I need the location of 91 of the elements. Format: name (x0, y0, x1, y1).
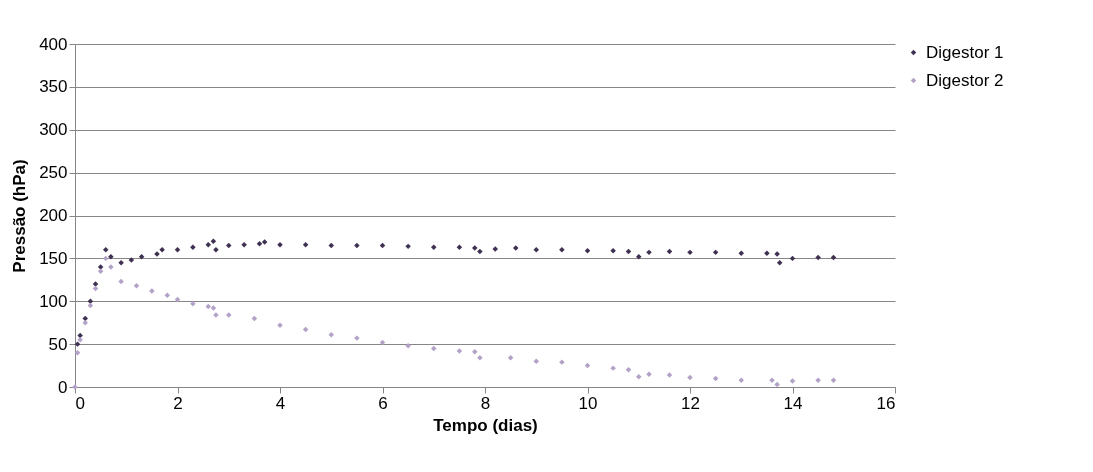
legend-label: Digestor 1 (926, 42, 1004, 62)
point (205, 303, 211, 310)
point (472, 349, 478, 355)
x-tick-label: 2 (173, 393, 183, 413)
y-tick-label: 150 (39, 248, 68, 268)
point (456, 244, 463, 250)
point (77, 332, 83, 339)
point (82, 315, 88, 322)
point (138, 253, 145, 260)
point (97, 264, 104, 270)
point (687, 374, 693, 381)
point (513, 245, 519, 251)
point (610, 247, 616, 254)
point (559, 247, 565, 253)
y-tick-label: 0 (58, 377, 68, 397)
point (74, 341, 81, 347)
x-tick-label: 12 (681, 393, 700, 413)
point (712, 249, 719, 256)
y-tick-label: 300 (39, 120, 68, 140)
point (477, 248, 483, 255)
point (456, 348, 463, 354)
point (533, 247, 539, 253)
point (133, 283, 140, 289)
point (328, 331, 334, 338)
point (625, 367, 632, 373)
point (256, 241, 263, 247)
y-tick-label: 200 (39, 206, 68, 225)
point (159, 247, 165, 253)
point (77, 337, 83, 343)
legend-label: Digestor 2 (926, 70, 1004, 90)
point (210, 238, 217, 244)
point (738, 377, 744, 383)
point (764, 250, 770, 256)
point (97, 268, 104, 274)
point (738, 250, 744, 256)
y-axis-title: Pressão (hPa) (10, 159, 30, 273)
point (118, 259, 124, 266)
point (830, 377, 837, 383)
point (226, 312, 232, 318)
point (477, 355, 483, 361)
point (128, 257, 135, 263)
point (302, 241, 309, 248)
point (164, 292, 170, 298)
point (789, 378, 796, 384)
point (507, 355, 514, 361)
point (103, 247, 109, 253)
point (774, 381, 780, 388)
point (354, 242, 360, 249)
point (405, 343, 411, 349)
point (205, 241, 211, 248)
x-axis-title: Tempo (dias) (433, 415, 538, 435)
point (431, 345, 437, 352)
point (472, 245, 478, 251)
point (666, 372, 673, 378)
y-tick-label: 400 (39, 34, 68, 54)
point (87, 298, 94, 304)
point (636, 253, 642, 260)
x-tick-label: 6 (378, 393, 388, 413)
x-tick-label: 10 (578, 393, 598, 413)
x-tick-label: 4 (275, 393, 286, 413)
point (646, 249, 652, 256)
x-tick-label: 8 (480, 393, 491, 413)
point (687, 249, 693, 256)
point (118, 278, 124, 285)
x-tick-label: 0 (75, 393, 85, 413)
point (108, 253, 114, 260)
point (92, 281, 99, 287)
y-tick-label: 350 (39, 77, 68, 97)
x-tick-label: 14 (783, 393, 803, 413)
point (815, 254, 821, 261)
point (174, 247, 181, 253)
y-tick-label: 100 (39, 291, 68, 311)
point (190, 301, 196, 307)
point (431, 244, 437, 250)
point (103, 255, 109, 262)
point (776, 259, 783, 266)
y-tick-label: 250 (39, 163, 68, 183)
point (241, 241, 247, 248)
point (533, 358, 539, 365)
point (405, 243, 411, 250)
point (190, 244, 196, 250)
point (82, 319, 88, 326)
point (492, 246, 498, 252)
y-tick-label: 50 (48, 334, 68, 354)
point (277, 241, 283, 248)
point (328, 242, 334, 249)
point (261, 239, 268, 245)
point (213, 247, 219, 253)
point (210, 305, 217, 311)
point (636, 373, 642, 380)
x-tick-label: 16 (876, 393, 896, 413)
